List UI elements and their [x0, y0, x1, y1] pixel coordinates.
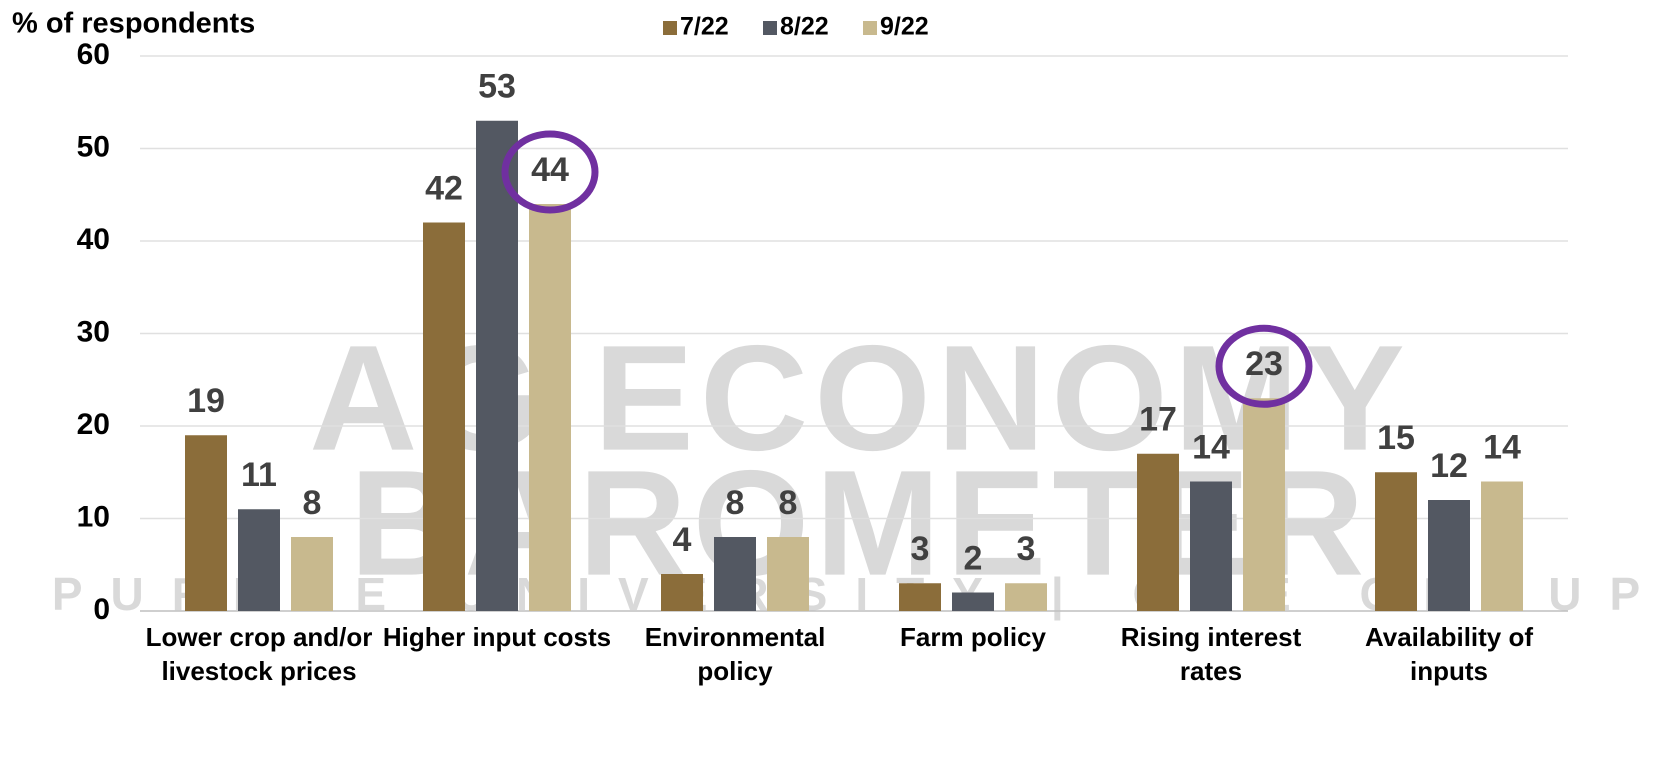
- x-tick-label: Farm policy: [900, 622, 1046, 652]
- value-label: 8: [779, 484, 798, 522]
- legend-swatch: [663, 21, 677, 35]
- value-label: 19: [187, 382, 225, 420]
- y-tick-label: 40: [77, 223, 110, 256]
- value-label: 14: [1192, 428, 1230, 466]
- legend-label: 9/22: [880, 13, 929, 41]
- value-label: 11: [241, 456, 277, 494]
- x-tick-label: Rising interest rates: [1120, 622, 1302, 686]
- legend-swatch: [763, 21, 777, 35]
- value-label: 14: [1483, 428, 1521, 466]
- x-tick-label: Availability of inputs: [1364, 622, 1534, 686]
- bar: [1243, 398, 1285, 611]
- y-tick-label: 50: [77, 130, 110, 163]
- bar: [1005, 583, 1047, 611]
- value-label: 42: [425, 169, 463, 207]
- y-tick-label: 10: [77, 500, 110, 533]
- value-label: 8: [303, 484, 322, 522]
- value-label: 12: [1430, 447, 1468, 485]
- bar: [476, 120, 518, 611]
- x-tick-label: Lower crop and/or livestock prices: [145, 622, 373, 686]
- value-label: 15: [1377, 419, 1415, 457]
- bar: [661, 574, 703, 611]
- bar: [238, 509, 280, 611]
- bar: [714, 537, 756, 611]
- bar: [423, 222, 465, 611]
- y-tick-label: 30: [77, 315, 110, 348]
- highlight-circle: [501, 130, 599, 214]
- y-tick-label: 0: [93, 593, 110, 626]
- bar: [952, 592, 994, 611]
- y-axis-label: % of respondents: [12, 8, 255, 40]
- bar: [899, 583, 941, 611]
- bar: [1375, 472, 1417, 611]
- value-label: 3: [1017, 530, 1036, 568]
- bar: [1190, 481, 1232, 611]
- y-tick-label: 20: [77, 408, 110, 441]
- bar: [1428, 500, 1470, 611]
- y-tick-label: 60: [77, 38, 110, 71]
- legend-label: 8/22: [780, 13, 829, 41]
- value-label: 53: [478, 68, 516, 106]
- legend-label: 7/22: [680, 13, 729, 41]
- x-tick-label: Environmental policy: [644, 622, 826, 686]
- value-label: 2: [964, 539, 983, 577]
- x-tick-label: Higher input costs: [382, 622, 612, 652]
- bar: [291, 537, 333, 611]
- bar: [185, 435, 227, 611]
- bar: [767, 537, 809, 611]
- legend-swatch: [863, 21, 877, 35]
- value-label: 3: [911, 530, 930, 568]
- bar: [1137, 453, 1179, 611]
- bar: [529, 204, 571, 611]
- value-label: 23: [1245, 345, 1283, 383]
- highlight-circle: [1215, 324, 1313, 408]
- bar: [1481, 481, 1523, 611]
- value-label: 17: [1139, 401, 1177, 439]
- value-label: 8: [726, 484, 745, 522]
- value-label: 4: [673, 521, 692, 559]
- value-label: 44: [531, 151, 569, 189]
